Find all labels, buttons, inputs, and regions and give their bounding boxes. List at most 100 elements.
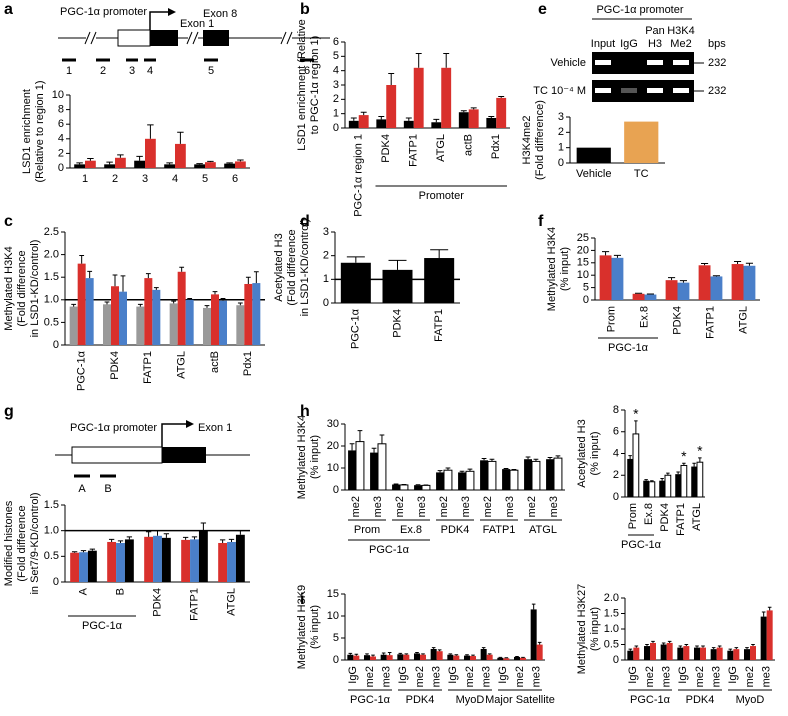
bar — [710, 649, 717, 660]
error-bar — [106, 161, 113, 165]
y-axis-label: LSD1 enrichment — [21, 89, 33, 174]
error-bar — [137, 303, 143, 307]
error-bar — [145, 531, 152, 537]
bar — [218, 542, 228, 582]
panel-letter: a — [4, 1, 13, 18]
x-tick-label: me2 — [364, 666, 376, 687]
arrow-head — [186, 420, 194, 428]
y-tick-label: 4 — [333, 65, 339, 77]
y-tick-label: 0 — [323, 297, 329, 309]
error-bar — [177, 131, 184, 144]
y-tick-label: 1 — [333, 108, 339, 120]
y-axis-label: Methylated H3K4 — [3, 246, 15, 330]
bar — [632, 433, 640, 498]
bar — [675, 474, 681, 497]
x-tick-label: me2 — [394, 496, 406, 517]
error-bar — [700, 263, 709, 266]
bar — [413, 67, 424, 128]
bar — [443, 469, 453, 491]
group-label: Major Satellite — [485, 694, 555, 706]
bar — [169, 303, 178, 345]
x-tick-label: Ex.8 — [638, 306, 650, 328]
bar — [453, 655, 460, 660]
error-bar — [503, 467, 509, 470]
y-tick-label: 0 — [333, 484, 339, 496]
y-tick-label: 0.5 — [604, 638, 619, 650]
x-tick-label: 5 — [202, 173, 208, 185]
row-label: TC 10⁻⁴ M — [533, 85, 586, 97]
gel-band — [673, 60, 689, 65]
bar — [727, 650, 734, 660]
bar — [104, 164, 115, 168]
x-tick-label: me3 — [548, 496, 560, 517]
bar — [235, 534, 245, 582]
y-tick-label: 0 — [558, 157, 564, 169]
error-bar — [733, 261, 742, 265]
bar — [468, 109, 479, 128]
error-bar — [136, 155, 143, 161]
error-bar — [613, 254, 622, 258]
x-tick-label: A — [77, 587, 89, 595]
group-label: PGC-1α — [630, 694, 671, 706]
y-tick-label: 10 — [577, 269, 589, 281]
bar — [503, 658, 510, 660]
bar — [424, 258, 455, 303]
error-bar — [676, 471, 680, 475]
y-tick-label: 1.0 — [604, 623, 619, 635]
error-bar — [80, 550, 87, 553]
error-bar — [692, 462, 696, 467]
error-bar — [628, 648, 633, 651]
bar — [252, 283, 261, 345]
error-bar — [745, 647, 749, 650]
group-label: PDK4 — [441, 524, 470, 536]
x-tick-label: PGC-1α — [76, 350, 88, 391]
size-label: 232 — [708, 85, 726, 97]
bar — [696, 461, 704, 498]
error-bar — [430, 249, 449, 259]
y-tick-label: 15 — [327, 588, 339, 600]
error-bar — [104, 301, 110, 305]
y-tick-label: 5 — [333, 50, 339, 62]
bar — [145, 138, 156, 168]
error-bar — [365, 653, 369, 656]
bar — [115, 157, 126, 168]
error-bar — [204, 305, 210, 308]
y-axis-label: (Fold difference — [16, 505, 28, 581]
y-tick-label: 2 — [558, 126, 564, 138]
error-bar — [388, 73, 395, 85]
group-label: Promoter — [419, 190, 465, 202]
error-bar — [717, 645, 722, 648]
bar — [698, 265, 711, 300]
error-bar — [381, 652, 386, 655]
x-tick-label: FATP1 — [142, 351, 154, 384]
bar — [403, 120, 414, 128]
error-bar — [728, 648, 733, 651]
bar — [364, 655, 370, 660]
x-tick-label: FATP1 — [675, 503, 687, 536]
bar — [650, 642, 656, 660]
y-axis-label: LSD1 enrichment (Relative — [296, 19, 308, 150]
bar — [458, 112, 469, 128]
panel-letter: i — [300, 591, 304, 608]
error-bar — [487, 653, 492, 655]
bar — [677, 647, 684, 660]
x-tick-label: ATGL — [225, 588, 237, 616]
y-tick-label: 0 — [613, 654, 619, 666]
bar — [107, 541, 117, 582]
bar — [392, 484, 400, 490]
bar — [458, 472, 466, 490]
y-axis-label: (% input) — [309, 605, 321, 649]
gel-band — [647, 60, 663, 65]
error-bar — [87, 270, 93, 279]
y-tick-label: 1.5 — [44, 499, 59, 511]
error-bar — [388, 259, 407, 270]
x-tick-label: actB — [209, 351, 221, 373]
promoter-box — [71, 446, 163, 464]
bar — [744, 649, 750, 660]
y-tick-label: 15 — [577, 257, 589, 269]
bar — [420, 654, 426, 660]
region-label: B — [104, 483, 111, 495]
y-axis-label: to PGC-1α region 1) — [309, 36, 321, 135]
error-bar — [166, 162, 173, 165]
